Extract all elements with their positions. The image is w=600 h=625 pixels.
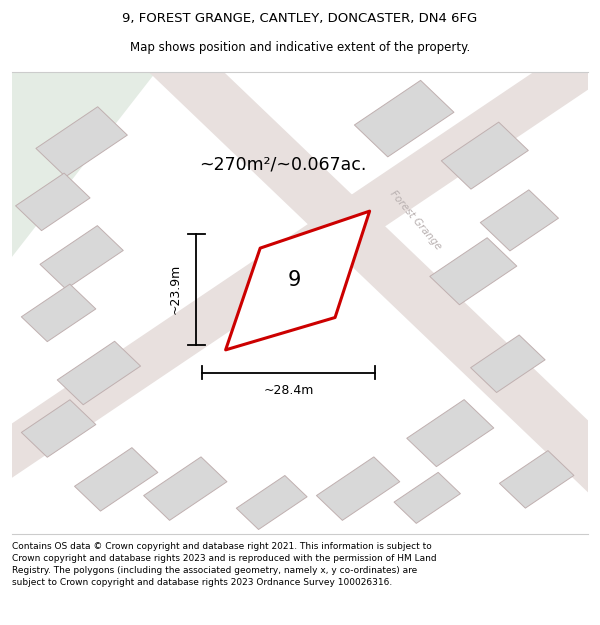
Text: ~23.9m: ~23.9m [169, 264, 182, 314]
Text: Map shows position and indicative extent of the property.: Map shows position and indicative extent… [130, 41, 470, 54]
Text: ~270m²/~0.067ac.: ~270m²/~0.067ac. [199, 156, 367, 173]
Text: Forest Grange: Forest Grange [388, 188, 443, 251]
Text: 9: 9 [287, 270, 301, 290]
Text: 9, FOREST GRANGE, CANTLEY, DONCASTER, DN4 6FG: 9, FOREST GRANGE, CANTLEY, DONCASTER, DN… [122, 12, 478, 25]
Text: Contains OS data © Crown copyright and database right 2021. This information is : Contains OS data © Crown copyright and d… [12, 542, 437, 587]
Text: ~28.4m: ~28.4m [263, 384, 314, 398]
